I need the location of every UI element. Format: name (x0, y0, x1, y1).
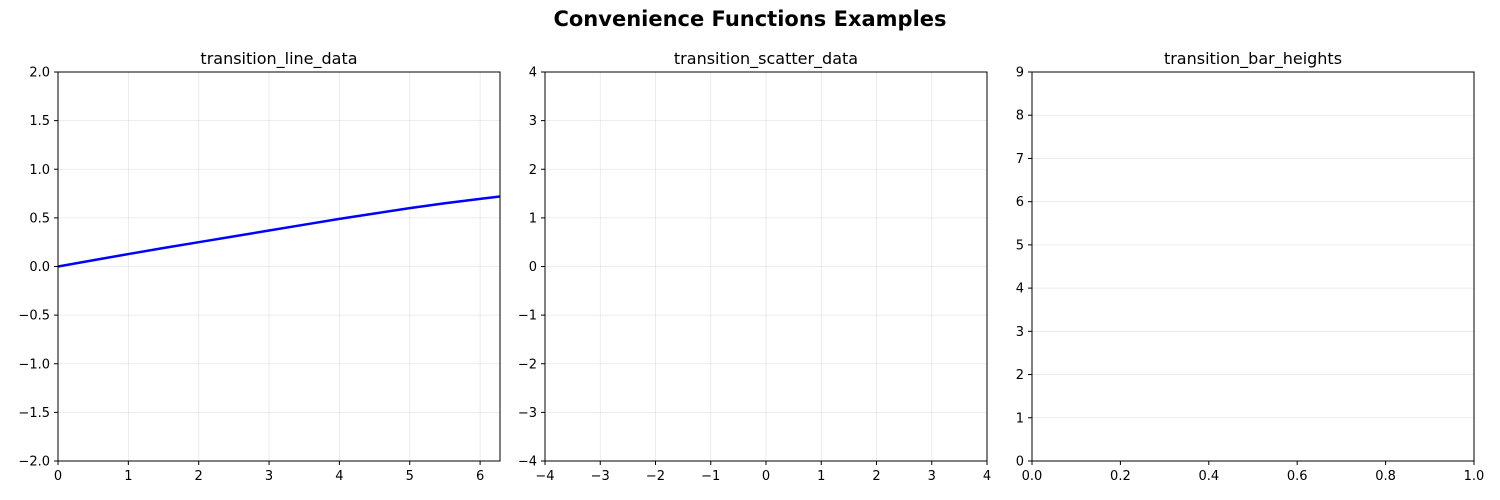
bar-chart-x-tick-label: 0.0 (1022, 469, 1043, 484)
bar-chart-x-tick-label: 0.4 (1198, 469, 1219, 484)
scatter-chart-title: transition_scatter_data (674, 49, 858, 69)
line-chart-y-tick-label: 0.5 (29, 211, 50, 226)
line-chart-series-line (58, 195, 500, 268)
bar-chart-y-tick-label: 6 (1016, 195, 1024, 210)
bar-chart-x-tick-label: 0.8 (1375, 469, 1396, 484)
bar-chart-y-tick-label: 1 (1016, 411, 1024, 426)
bar-chart-y-tick-label: 5 (1016, 238, 1024, 253)
scatter-chart-x-tick-label: −2 (646, 469, 665, 484)
line-chart-y-tick-label: 1.0 (29, 163, 50, 178)
scatter-chart-y-tick-label: −1 (518, 309, 537, 324)
line-chart-title: transition_line_data (200, 49, 357, 69)
line-chart-y-tick-label: 0.0 (29, 260, 50, 275)
bar-chart-y-tick-label: 8 (1016, 109, 1024, 124)
bar-chart-y-tick-label: 3 (1016, 325, 1024, 340)
scatter-chart-y-tick-label: 2 (529, 163, 537, 178)
scatter-chart-x-tick-label: 0 (762, 469, 770, 484)
scatter-chart-x-tick-label: 1 (817, 469, 825, 484)
scatter-chart-x-tick-label: 2 (872, 469, 880, 484)
scatter-chart-panel: transition_scatter_data −4 −3 −2 −1 0 1 2 3 4 −4 −… (518, 49, 991, 484)
line-chart-panel: transition_line_data 0 1 2 3 4 5 6 −2.0 −1.5 −1.0… (18, 49, 501, 484)
line-chart-x-tick-label: 0 (54, 469, 62, 484)
scatter-chart-x-tick-label: −1 (701, 469, 720, 484)
line-chart-y-tick-label: 2.0 (29, 66, 50, 81)
bar-chart-y-tick-label: 0 (1016, 455, 1024, 470)
line-chart-y-tick-label: 1.5 (29, 114, 50, 129)
figure-title: Convenience Functions Examples (553, 7, 946, 31)
scatter-chart-x-tick-label: 3 (928, 469, 936, 484)
scatter-chart-y-tick-label: 4 (529, 66, 537, 81)
scatter-chart-x-tick-label: −4 (535, 469, 554, 484)
scatter-chart-x-tick-label: −3 (591, 469, 610, 484)
scatter-chart-x-tick-label: 4 (983, 469, 991, 484)
scatter-chart-y-tick-label: −4 (518, 455, 537, 470)
bar-chart-y-tick-label: 9 (1016, 66, 1024, 81)
bar-chart-x-tick-label: 0.6 (1287, 469, 1308, 484)
bar-chart-x-tick-label: 1.0 (1464, 469, 1485, 484)
bar-chart-x-tick-label: 0.2 (1110, 469, 1131, 484)
scatter-chart-y-tick-label: −3 (518, 406, 537, 421)
line-chart-y-tick-label: −2.0 (18, 455, 50, 470)
line-chart-x-tick-label: 6 (476, 469, 484, 484)
bar-chart-y-tick-label: 4 (1016, 282, 1024, 297)
scatter-chart-y-tick-label: −2 (518, 357, 537, 372)
scatter-chart-y-tick-label: 0 (529, 260, 537, 275)
bar-chart-title: transition_bar_heights (1164, 49, 1342, 69)
line-chart-x-tick-label: 1 (124, 469, 132, 484)
scatter-chart-y-tick-label: 1 (529, 211, 537, 226)
scatter-chart-y-tick-label: 3 (529, 114, 537, 129)
line-chart-y-tick-label: −1.0 (18, 357, 50, 372)
line-chart-x-tick-label: 4 (335, 469, 343, 484)
line-chart-x-tick-label: 3 (265, 469, 273, 484)
bar-chart-y-tick-label: 7 (1016, 152, 1024, 167)
line-chart-x-tick-label: 5 (406, 469, 414, 484)
line-chart-x-tick-label: 2 (195, 469, 203, 484)
bar-chart-y-tick-label: 2 (1016, 368, 1024, 383)
bar-chart-panel: transition_bar_heights 0.0 0.2 0.4 0.6 0.8 1.… (1016, 49, 1485, 484)
bar-chart-frame (1031, 71, 1475, 462)
line-chart-y-tick-label: −0.5 (18, 309, 50, 324)
line-chart-y-tick-label: −1.5 (18, 406, 50, 421)
